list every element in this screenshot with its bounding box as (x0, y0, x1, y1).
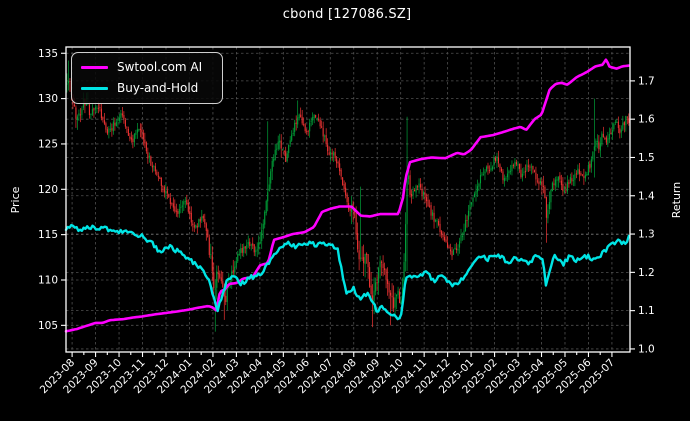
y-tick-label-left: 105 (38, 320, 58, 332)
buyhold-line-swatch-icon (81, 86, 108, 90)
y-tick-label-right: 1.1 (638, 305, 655, 317)
legend-item-buyhold: Buy-and-Hold (81, 81, 212, 95)
y-tick-label-right: 1.0 (638, 343, 655, 355)
y-tick-label-right: 1.5 (638, 152, 655, 164)
y-tick-label-left: 110 (38, 274, 58, 286)
y-tick-label-right: 1.4 (638, 190, 655, 202)
chart-title: cbond [127086.SZ] (282, 7, 412, 22)
gridlines (66, 47, 630, 352)
y-tick-label-left: 130 (38, 93, 58, 105)
y-tick-label-right: 1.3 (638, 229, 655, 241)
y-tick-label-left: 115 (38, 229, 58, 241)
ai-line-swatch-icon (81, 65, 108, 69)
line-buy-and-hold (64, 223, 630, 321)
axis-ticks (61, 52, 635, 357)
y-tick-label-left: 135 (38, 48, 58, 60)
legend-label-ai: Swtool.com AI (117, 60, 203, 74)
y-tick-label-right: 1.6 (638, 114, 655, 126)
y-axis-label-return: Return (670, 181, 683, 219)
candlesticks (66, 60, 630, 332)
y-tick-label-right: 1.2 (638, 267, 655, 279)
y-tick-label-right: 1.7 (638, 75, 655, 87)
y-axis-label-price: Price (9, 186, 22, 214)
line-swtool-com-ai (64, 58, 631, 333)
series-lines (64, 58, 631, 333)
y-tick-label-left: 125 (38, 138, 58, 150)
y-tick-label-left: 120 (38, 184, 58, 196)
plot-border (65, 46, 631, 353)
legend: Swtool.com AI Buy-and-Hold (71, 52, 223, 104)
legend-label-buyhold: Buy-and-Hold (117, 81, 199, 95)
legend-item-ai: Swtool.com AI (81, 60, 212, 74)
